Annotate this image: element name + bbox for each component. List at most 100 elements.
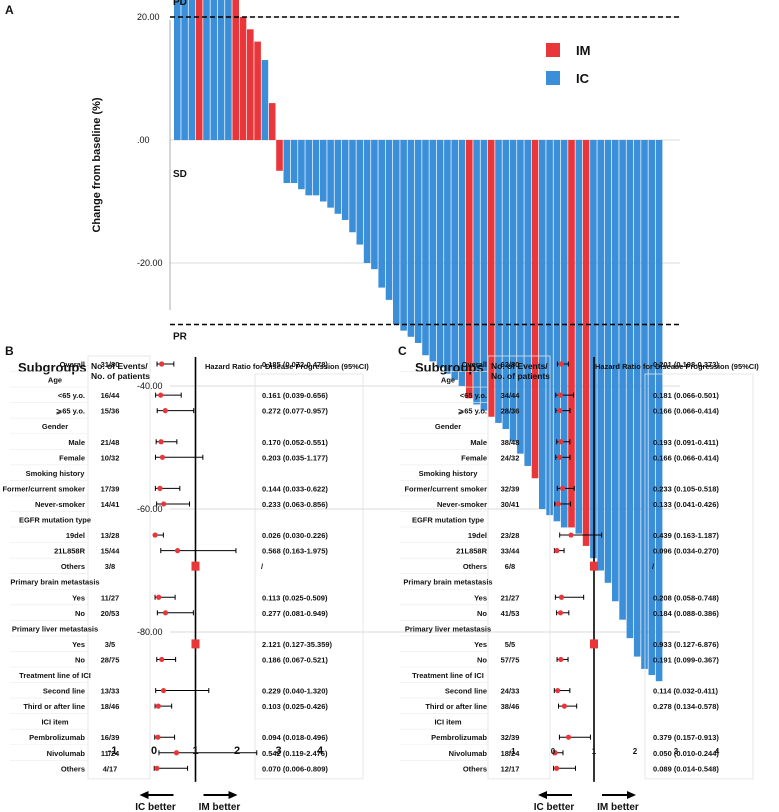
- hr-point: [557, 392, 564, 398]
- arrow-right-label: IM better: [597, 802, 639, 812]
- hr-column-title: Hazard Ratio for Disease Progression (95…: [205, 362, 369, 371]
- hr-value: 0.186 (0.067-0.521): [262, 655, 328, 664]
- waterfall-bar: [371, 140, 378, 270]
- events-value: 38/46: [501, 702, 520, 711]
- subgroup-label: 19del: [468, 531, 487, 540]
- waterfall-bar: [575, 140, 583, 534]
- x-tick-label: 2: [234, 745, 240, 757]
- hr-value: 0.170 (0.052-0.551): [262, 438, 328, 447]
- hr-point: [561, 703, 567, 709]
- waterfall-bar: [655, 140, 663, 682]
- subgroup-label: Overall: [60, 360, 85, 369]
- waterfall-bar: [553, 140, 561, 522]
- subgroup-label: No: [477, 655, 487, 664]
- reference-marker: [191, 639, 200, 649]
- subgroup-label: 21L858R: [456, 547, 487, 556]
- events-value: 6/8: [505, 562, 515, 571]
- waterfall-bar: [181, 0, 188, 140]
- events-value: 28/36: [501, 407, 520, 416]
- waterfall-bar: [393, 140, 400, 325]
- waterfall-bar: [239, 17, 247, 140]
- events-column-box: [487, 355, 551, 780]
- hr-point: [565, 734, 572, 740]
- subgroup-label: Third or after line: [425, 702, 487, 711]
- hr-value: 0.144 (0.033-0.622): [262, 484, 328, 493]
- waterfall-bar: [174, 0, 181, 140]
- hr-value: 0.094 (0.018-0.496): [262, 733, 328, 742]
- waterfall-bar: [320, 140, 327, 202]
- hr-point: [155, 734, 161, 740]
- waterfall-bar: [466, 140, 473, 399]
- waterfall-bar: [363, 140, 371, 263]
- subgroup-label: Former/current smoker: [2, 484, 85, 493]
- subgroup-label: ⩾65 y.o.: [458, 407, 487, 416]
- panel-label-c: C: [398, 344, 407, 358]
- events-value: 12/17: [501, 764, 520, 773]
- subgroup-header: Age: [441, 376, 455, 385]
- hr-value: 0.114 (0.032-0.411): [653, 687, 719, 696]
- arrow-left-label: IC better: [135, 802, 176, 812]
- events-value: 10/32: [101, 453, 120, 462]
- events-value: 28/75: [101, 655, 120, 664]
- subgroup-label: No: [75, 609, 85, 618]
- hr-value: 0.272 (0.077-0.957): [262, 407, 328, 416]
- waterfall-bar: [641, 140, 648, 669]
- subgroup-header: ICI item: [41, 718, 68, 727]
- events-value: 3/8: [105, 562, 115, 571]
- subgroup-label: Yes: [474, 593, 487, 602]
- subgroup-label: Nivolumab: [47, 749, 86, 758]
- x-tick-label: 1: [592, 747, 597, 756]
- hr-value: 0.542 (0.119-2.476): [262, 749, 328, 758]
- waterfall-bar: [429, 140, 437, 362]
- events-value: 32/39: [501, 484, 520, 493]
- sd-label: SD: [173, 169, 187, 180]
- waterfall-bar: [349, 140, 356, 233]
- events-value: 11/24: [101, 749, 120, 758]
- events-value: 13/28: [101, 531, 120, 540]
- waterfall-bar: [436, 140, 444, 368]
- reference-marker: [590, 639, 598, 649]
- events-value: 17/39: [101, 484, 120, 493]
- waterfall-bar: [568, 140, 575, 528]
- panel-label-b: B: [5, 344, 14, 358]
- hr-point: [552, 750, 558, 756]
- hr-point: [557, 454, 563, 460]
- x-tick-label: 3: [275, 745, 281, 757]
- events-value: 5/5: [505, 640, 515, 649]
- events-value: 14/41: [101, 500, 120, 509]
- waterfall-bar: [473, 140, 480, 405]
- events-value: 32/39: [501, 733, 520, 742]
- subgroup-header: Primary brain metastasis: [10, 578, 99, 587]
- waterfall-bar: [509, 140, 517, 442]
- events-heading-line: No. of patients: [491, 371, 550, 381]
- subgroup-label: <65 y.o.: [58, 391, 85, 400]
- subgroup-header: Smoking history: [419, 469, 479, 478]
- x-tick-label: 2: [633, 747, 638, 756]
- x-tick-label: -1: [508, 747, 516, 756]
- hr-point: [557, 610, 564, 616]
- legend-label-im: IM: [576, 43, 590, 58]
- hr-point: [159, 454, 166, 460]
- waterfall-bar: [495, 140, 502, 423]
- hr-value: 0.089 (0.014-0.548): [653, 764, 719, 773]
- hr-value: /: [652, 562, 655, 571]
- y-axis-title: Change from baseline (%): [91, 97, 103, 232]
- waterfall-bar: [385, 140, 393, 300]
- subgroup-header: Primary liver metastasis: [12, 624, 98, 633]
- waterfall-bar: [298, 140, 305, 190]
- subgroup-label: Third or after line: [23, 702, 85, 711]
- waterfall-bar: [276, 140, 283, 171]
- waterfall-bar: [633, 140, 641, 657]
- panel-label-a: A: [5, 3, 14, 17]
- hr-value: 0.568 (0.163-1.975): [262, 547, 328, 556]
- events-value: 13/33: [101, 687, 120, 696]
- hr-column-title: Hazard Ratio for Disease Progression (95…: [595, 362, 759, 371]
- hr-value: 0.208 (0.058-0.748): [653, 593, 719, 602]
- x-tick-label: 3: [674, 747, 679, 756]
- hr-value: 0.201 (0.108-0.373): [653, 360, 719, 369]
- hr-point: [557, 408, 563, 414]
- events-value: 18/46: [101, 702, 120, 711]
- hr-point: [158, 392, 164, 398]
- waterfall-bar: [203, 0, 210, 140]
- hr-point: [554, 548, 560, 554]
